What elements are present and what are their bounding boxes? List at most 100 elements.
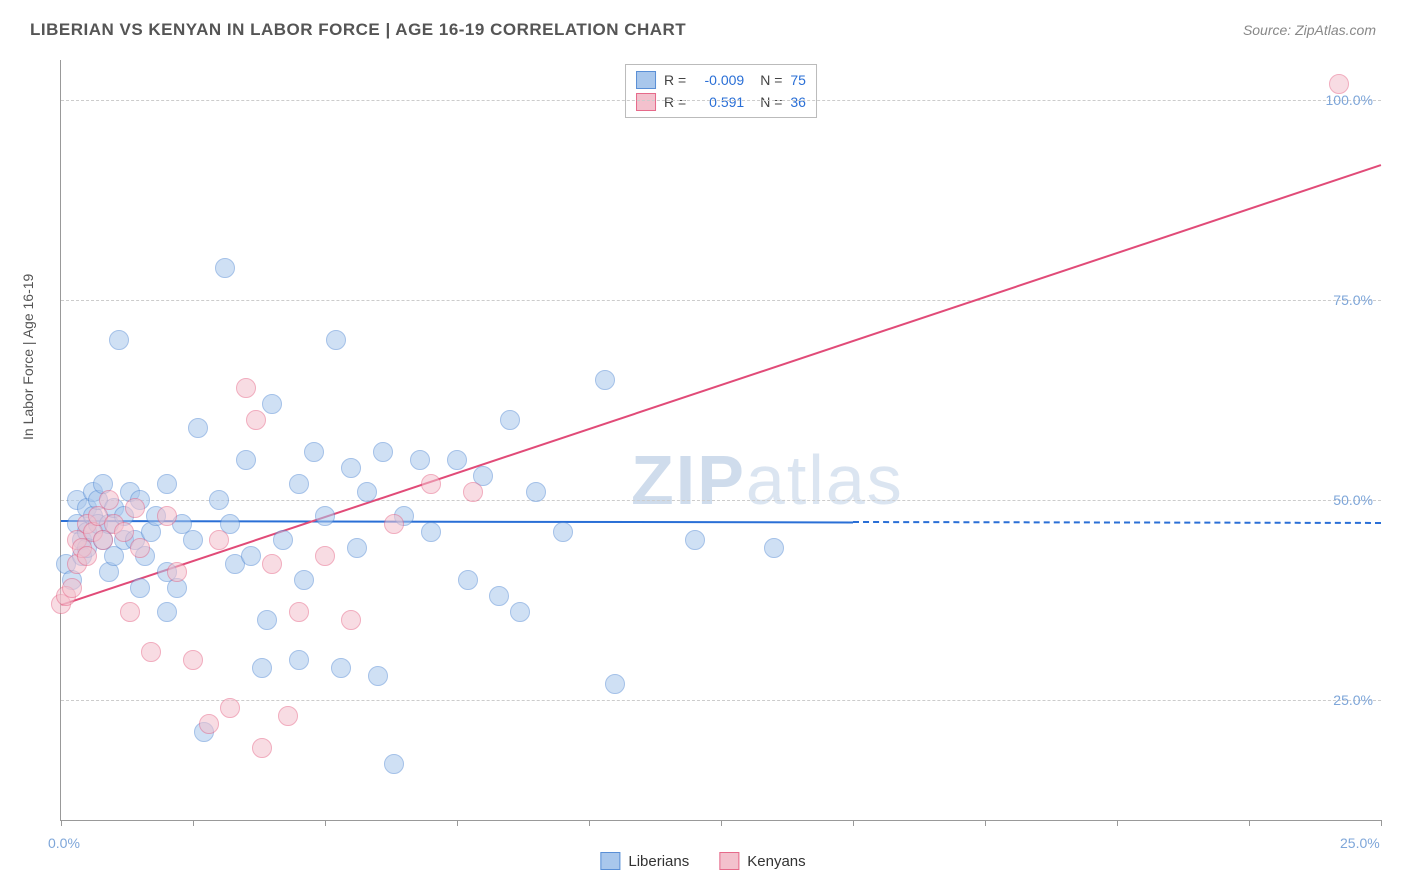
data-point — [183, 650, 203, 670]
data-point — [114, 522, 134, 542]
r-value-kenyans: 0.591 — [694, 91, 744, 113]
legend-item-liberians: Liberians — [600, 852, 689, 870]
data-point — [236, 450, 256, 470]
data-point — [463, 482, 483, 502]
series-legend: Liberians Kenyans — [600, 852, 805, 870]
data-point — [331, 658, 351, 678]
data-point — [157, 474, 177, 494]
r-label: R = — [664, 91, 686, 113]
data-point — [257, 610, 277, 630]
x-tick — [325, 820, 326, 826]
data-point — [510, 602, 530, 622]
data-point — [209, 530, 229, 550]
data-point — [236, 378, 256, 398]
data-point — [685, 530, 705, 550]
y-tick-label: 75.0% — [1333, 292, 1373, 308]
data-point — [384, 754, 404, 774]
data-point — [500, 410, 520, 430]
data-point — [315, 506, 335, 526]
correlation-legend: R = -0.009 N = 75 R = 0.591 N = 36 — [625, 64, 817, 118]
data-point — [341, 610, 361, 630]
watermark: ZIPatlas — [631, 440, 904, 520]
gridline — [61, 100, 1381, 101]
swatch-kenyans — [636, 93, 656, 111]
data-point — [605, 674, 625, 694]
x-tick — [1381, 820, 1382, 826]
x-tick-start: 0.0% — [48, 835, 80, 851]
data-point — [315, 546, 335, 566]
legend-row-kenyans: R = 0.591 N = 36 — [636, 91, 806, 113]
data-point — [109, 330, 129, 350]
data-point — [77, 546, 97, 566]
x-tick — [193, 820, 194, 826]
data-point — [262, 394, 282, 414]
data-point — [341, 458, 361, 478]
data-point — [167, 562, 187, 582]
trend-line — [853, 521, 1381, 524]
data-point — [489, 586, 509, 606]
data-point — [289, 650, 309, 670]
data-point — [368, 666, 388, 686]
data-point — [120, 602, 140, 622]
data-point — [347, 538, 367, 558]
data-point — [220, 698, 240, 718]
legend-label: Liberians — [628, 853, 689, 870]
r-value-liberians: -0.009 — [694, 69, 744, 91]
y-tick-label: 50.0% — [1333, 492, 1373, 508]
data-point — [410, 450, 430, 470]
data-point — [289, 474, 309, 494]
data-point — [458, 570, 478, 590]
x-tick — [1249, 820, 1250, 826]
x-tick — [457, 820, 458, 826]
data-point — [157, 602, 177, 622]
data-point — [99, 490, 119, 510]
x-tick-end: 25.0% — [1340, 835, 1380, 851]
y-axis-label: In Labor Force | Age 16-19 — [20, 274, 36, 440]
x-tick — [721, 820, 722, 826]
x-tick — [61, 820, 62, 826]
swatch-liberians — [636, 71, 656, 89]
data-point — [141, 642, 161, 662]
x-tick — [853, 820, 854, 826]
data-point — [62, 578, 82, 598]
data-point — [278, 706, 298, 726]
swatch-kenyans — [719, 852, 739, 870]
y-tick-label: 25.0% — [1333, 692, 1373, 708]
gridline — [61, 300, 1381, 301]
data-point — [294, 570, 314, 590]
data-point — [1329, 74, 1349, 94]
chart-title: LIBERIAN VS KENYAN IN LABOR FORCE | AGE … — [30, 20, 686, 40]
source-attribution: Source: ZipAtlas.com — [1243, 22, 1376, 38]
data-point — [125, 498, 145, 518]
n-label: N = — [760, 91, 782, 113]
data-point — [553, 522, 573, 542]
n-value-liberians: 75 — [790, 69, 806, 91]
data-point — [130, 538, 150, 558]
gridline — [61, 500, 1381, 501]
data-point — [262, 554, 282, 574]
data-point — [373, 442, 393, 462]
n-value-kenyans: 36 — [790, 91, 806, 113]
legend-row-liberians: R = -0.009 N = 75 — [636, 69, 806, 91]
data-point — [421, 522, 441, 542]
data-point — [252, 658, 272, 678]
data-point — [199, 714, 219, 734]
data-point — [241, 546, 261, 566]
x-tick — [985, 820, 986, 826]
data-point — [764, 538, 784, 558]
chart-header: LIBERIAN VS KENYAN IN LABOR FORCE | AGE … — [30, 20, 1376, 40]
data-point — [304, 442, 324, 462]
data-point — [384, 514, 404, 534]
y-tick-label: 100.0% — [1326, 92, 1373, 108]
data-point — [246, 410, 266, 430]
legend-label: Kenyans — [747, 853, 805, 870]
gridline — [61, 700, 1381, 701]
data-point — [252, 738, 272, 758]
legend-item-kenyans: Kenyans — [719, 852, 805, 870]
data-point — [595, 370, 615, 390]
data-point — [209, 490, 229, 510]
data-point — [188, 418, 208, 438]
data-point — [130, 578, 150, 598]
data-point — [273, 530, 293, 550]
data-point — [289, 602, 309, 622]
